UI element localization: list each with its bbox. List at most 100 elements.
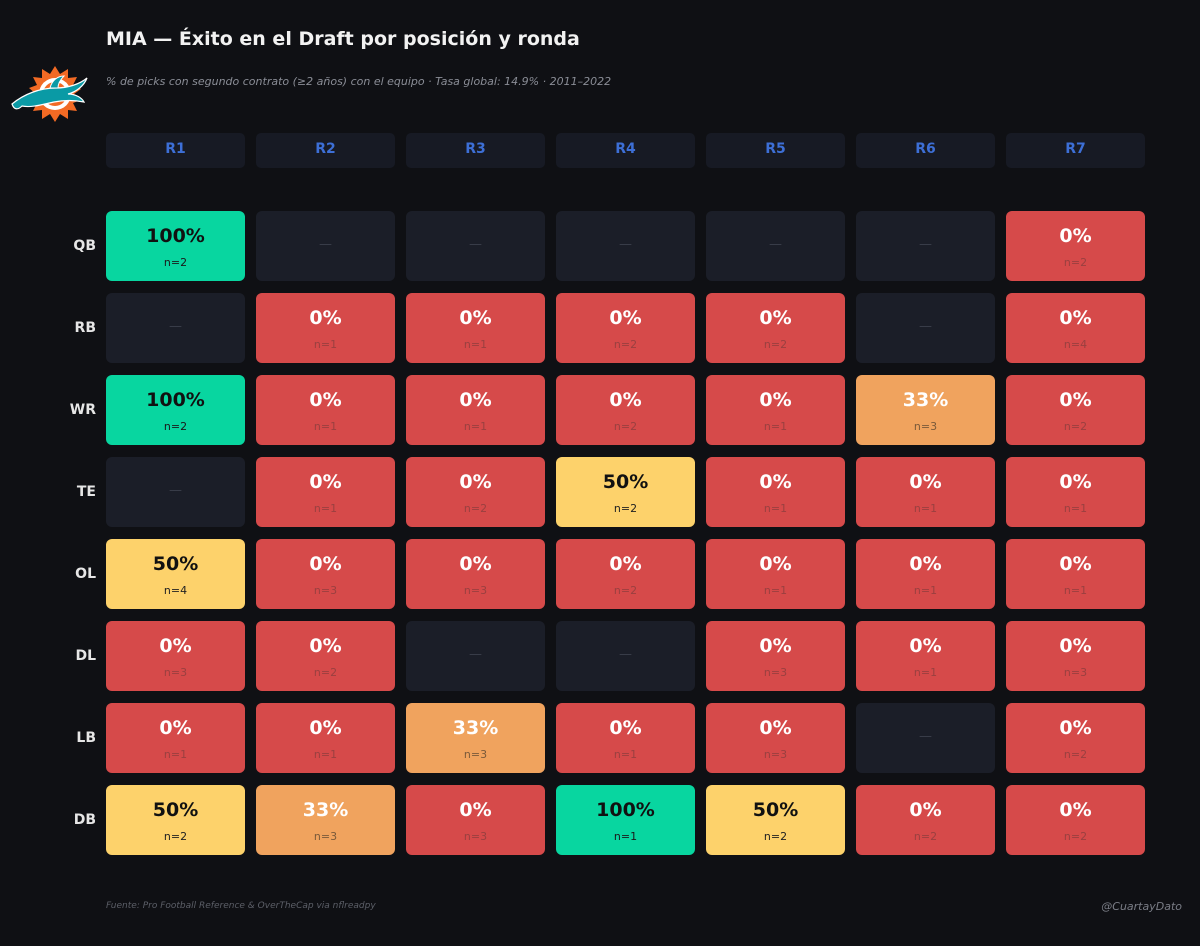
column-header-r2: R2 (256, 133, 395, 168)
heatmap-cell-db-r2: 33% n=3 (256, 785, 395, 855)
cell-percentage: 0% (309, 717, 342, 739)
cell-percentage: 0% (759, 717, 792, 739)
heatmap-cell-qb-r5: — (706, 211, 845, 281)
cell-percentage: 0% (309, 307, 342, 329)
cell-count: n=1 (313, 748, 338, 761)
heatmap-cell-wr-r7: 0% n=2 (1006, 375, 1145, 445)
source-note: Fuente: Pro Football Reference & OverThe… (106, 901, 376, 911)
heatmap-cell-db-r7: 0% n=2 (1006, 785, 1145, 855)
heatmap-cell-db-r6: 0% n=2 (856, 785, 995, 855)
heatmap-cell-wr-r2: 0% n=1 (256, 375, 395, 445)
cell-percentage: 0% (309, 471, 342, 493)
heatmap-cell-lb-r6: — (856, 703, 995, 773)
cell-count: n=1 (313, 502, 338, 515)
cell-count: n=2 (1063, 830, 1088, 843)
cell-count: n=2 (1063, 256, 1088, 269)
cell-count: n=1 (1063, 584, 1088, 597)
cell-percentage: 50% (152, 799, 199, 821)
heatmap-cell-te-r1: — (106, 457, 245, 527)
empty-cell-dash: — (619, 647, 632, 662)
cell-percentage: 0% (159, 635, 192, 657)
heatmap-cell-db-r4: 100% n=1 (556, 785, 695, 855)
cell-count: n=4 (1063, 338, 1088, 351)
cell-percentage: 33% (452, 717, 499, 739)
cell-percentage: 0% (759, 389, 792, 411)
cell-percentage: 0% (1059, 635, 1092, 657)
column-header-r4: R4 (556, 133, 695, 168)
cell-count: n=2 (463, 502, 488, 515)
cell-percentage: 0% (159, 717, 192, 739)
heatmap-cell-rb-r1: — (106, 293, 245, 363)
cell-count: n=3 (913, 420, 938, 433)
cell-count: n=3 (763, 666, 788, 679)
heatmap-cell-lb-r2: 0% n=1 (256, 703, 395, 773)
cell-percentage: 0% (609, 553, 642, 575)
column-header-r7: R7 (1006, 133, 1145, 168)
row-label-rb: RB (74, 320, 96, 336)
heatmap-cell-rb-r2: 0% n=1 (256, 293, 395, 363)
empty-cell-dash: — (919, 319, 932, 334)
cell-count: n=2 (913, 830, 938, 843)
cell-percentage: 0% (1059, 553, 1092, 575)
heatmap-cell-dl-r6: 0% n=1 (856, 621, 995, 691)
cell-percentage: 33% (902, 389, 949, 411)
cell-count: n=2 (613, 584, 638, 597)
heatmap-cell-rb-r3: 0% n=1 (406, 293, 545, 363)
heatmap-cell-dl-r3: — (406, 621, 545, 691)
cell-count: n=1 (763, 584, 788, 597)
heatmap-cell-dl-r1: 0% n=3 (106, 621, 245, 691)
cell-percentage: 0% (1059, 471, 1092, 493)
cell-percentage: 0% (459, 553, 492, 575)
empty-cell-dash: — (319, 237, 332, 252)
heatmap-cell-db-r3: 0% n=3 (406, 785, 545, 855)
cell-count: n=1 (463, 420, 488, 433)
cell-count: n=1 (313, 420, 338, 433)
heatmap-cell-wr-r5: 0% n=1 (706, 375, 845, 445)
cell-count: n=3 (763, 748, 788, 761)
cell-count: n=1 (463, 338, 488, 351)
cell-percentage: 0% (1059, 225, 1092, 247)
heatmap-cell-dl-r5: 0% n=3 (706, 621, 845, 691)
column-header-r5: R5 (706, 133, 845, 168)
cell-count: n=3 (313, 584, 338, 597)
cell-percentage: 33% (302, 799, 349, 821)
cell-percentage: 0% (909, 553, 942, 575)
row-label-qb: QB (73, 238, 96, 254)
heatmap-cell-dl-r7: 0% n=3 (1006, 621, 1145, 691)
empty-cell-dash: — (619, 237, 632, 252)
cell-percentage: 0% (309, 553, 342, 575)
cell-count: n=2 (1063, 748, 1088, 761)
miami-dolphins-logo-icon (11, 66, 88, 122)
cell-percentage: 0% (309, 635, 342, 657)
heatmap-cell-qb-r3: — (406, 211, 545, 281)
heatmap-cell-ol-r5: 0% n=1 (706, 539, 845, 609)
cell-percentage: 0% (909, 471, 942, 493)
cell-count: n=2 (613, 338, 638, 351)
cell-count: n=2 (1063, 420, 1088, 433)
heatmap-cell-te-r5: 0% n=1 (706, 457, 845, 527)
chart-title: MIA — Éxito en el Draft por posición y r… (106, 28, 580, 50)
heatmap-cell-dl-r4: — (556, 621, 695, 691)
cell-count: n=2 (613, 502, 638, 515)
cell-percentage: 0% (309, 389, 342, 411)
heatmap-cell-te-r4: 50% n=2 (556, 457, 695, 527)
heatmap-cell-rb-r5: 0% n=2 (706, 293, 845, 363)
cell-percentage: 0% (909, 799, 942, 821)
column-header-r1: R1 (106, 133, 245, 168)
heatmap-cell-qb-r6: — (856, 211, 995, 281)
heatmap-cell-rb-r4: 0% n=2 (556, 293, 695, 363)
cell-percentage: 0% (609, 307, 642, 329)
cell-count: n=2 (163, 830, 188, 843)
heatmap-cell-rb-r6: — (856, 293, 995, 363)
cell-percentage: 0% (459, 471, 492, 493)
cell-percentage: 0% (759, 553, 792, 575)
heatmap-cell-wr-r1: 100% n=2 (106, 375, 245, 445)
heatmap-cell-ol-r7: 0% n=1 (1006, 539, 1145, 609)
cell-percentage: 0% (459, 307, 492, 329)
cell-count: n=1 (763, 420, 788, 433)
heatmap-cell-te-r6: 0% n=1 (856, 457, 995, 527)
cell-count: n=1 (1063, 502, 1088, 515)
cell-percentage: 0% (759, 635, 792, 657)
cell-count: n=4 (163, 584, 188, 597)
heatmap-cell-wr-r4: 0% n=2 (556, 375, 695, 445)
